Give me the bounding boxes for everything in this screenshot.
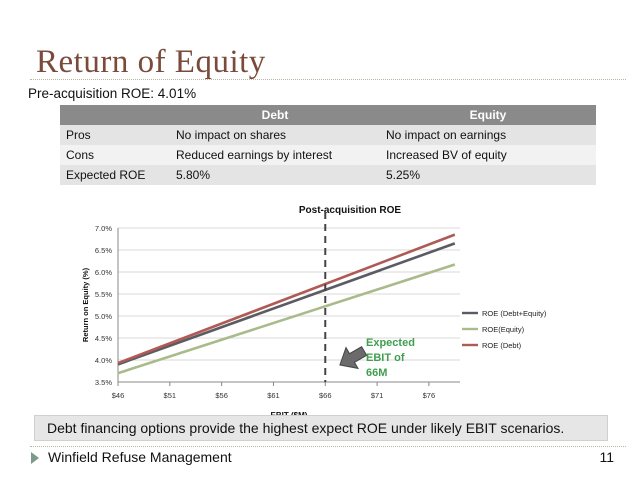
table-header-empty — [60, 105, 170, 125]
legend-label-3: ROE (Debt) — [482, 341, 522, 350]
debt-cell: No impact on shares — [170, 125, 380, 145]
legend-label-1: ROE (Debt+Equity) — [482, 309, 547, 318]
x-tick-label: $66 — [319, 391, 332, 400]
x-tick-label: $56 — [215, 391, 228, 400]
arrow-left-icon — [339, 345, 368, 370]
x-tick-label: $51 — [164, 391, 177, 400]
y-tick-label: 3.5% — [95, 378, 112, 387]
row-label: Cons — [60, 145, 170, 165]
series-line-2 — [117, 263, 456, 375]
y-tick-label: 6.5% — [95, 246, 112, 255]
x-tick-label: $71 — [371, 391, 384, 400]
y-tick-label: 7.0% — [95, 224, 112, 233]
x-tick-label: $61 — [267, 391, 280, 400]
row-label: Expected ROE — [60, 165, 170, 185]
series-line-3 — [117, 233, 456, 365]
page-number: 11 — [599, 449, 614, 465]
debt-cell: 5.80% — [170, 165, 380, 185]
debt-cell: Reduced earnings by interest — [170, 145, 380, 165]
comparison-table: Debt Equity Pros No impact on shares No … — [60, 105, 596, 185]
table-header-debt: Debt — [170, 105, 380, 125]
equity-cell: Increased BV of equity — [380, 145, 596, 165]
footer-company: Winfield Refuse Management — [48, 449, 232, 465]
x-tick-label: $76 — [423, 391, 436, 400]
table-row: Cons Reduced earnings by interest Increa… — [60, 145, 596, 165]
row-label: Pros — [60, 125, 170, 145]
title-divider — [30, 79, 626, 80]
annotation-line-2: EBIT of — [366, 352, 405, 364]
roe-line-chart: Post-acquisition ROE 3.5% 4.0% 4.5% 5.0% 5.5%… — [81, 205, 547, 418]
series-line-1 — [117, 242, 456, 366]
conclusion-banner: Debt financing options provide the highe… — [34, 415, 608, 441]
table-header-equity: Equity — [380, 105, 596, 125]
chart-title: Post-acquisition ROE — [299, 205, 402, 216]
triangle-bullet-icon — [31, 452, 39, 464]
y-axis-label: Return on Equity (%) — [81, 267, 90, 342]
annotation-line-3: 66M — [366, 367, 387, 379]
x-tick-label: $46 — [112, 391, 125, 400]
x-axis-label: EBIT ($M) — [271, 411, 308, 418]
footer-divider — [30, 446, 626, 447]
y-tick-label: 4.5% — [95, 334, 112, 343]
y-tick-label: 6.0% — [95, 268, 112, 277]
legend-label-2: ROE(Equity) — [482, 325, 525, 334]
table-header-row: Debt Equity — [60, 105, 596, 125]
table-row: Expected ROE 5.80% 5.25% — [60, 165, 596, 185]
y-tick-label: 5.0% — [95, 312, 112, 321]
slide-title: Return of Equity — [36, 44, 266, 80]
table-row: Pros No impact on shares No impact on ea… — [60, 125, 596, 145]
pre-acquisition-roe: Pre-acquisition ROE: 4.01% — [28, 86, 197, 101]
equity-cell: No impact on earnings — [380, 125, 596, 145]
equity-cell: 5.25% — [380, 165, 596, 185]
y-tick-label: 4.0% — [95, 356, 112, 365]
annotation-line-1: Expected — [366, 337, 415, 349]
y-tick-label: 5.5% — [95, 290, 112, 299]
